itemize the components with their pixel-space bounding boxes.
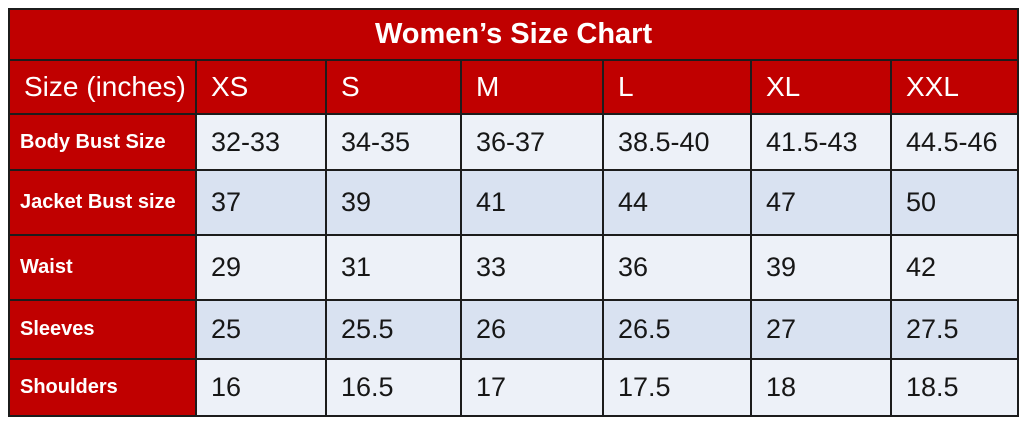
data-cell: 33: [460, 234, 604, 301]
data-cell: 41.5-43: [750, 113, 892, 171]
data-cell: 32-33: [195, 113, 327, 171]
table-row: Waist 29 31 33 36 39 42: [8, 234, 1020, 301]
data-cell: 26.5: [602, 299, 752, 360]
data-cell: 17: [460, 358, 604, 417]
data-cell: 27: [750, 299, 892, 360]
row-label-cell: Shoulders: [8, 358, 197, 417]
table-row: Jacket Bust size 37 39 41 44 47 50: [8, 169, 1020, 236]
data-cell: 27.5: [889, 299, 1020, 360]
table-row: Body Bust Size 32-33 34-35 36-37 38.5-40 41.5…: [8, 113, 1020, 171]
data-cell: 17.5: [602, 358, 752, 417]
size-chart-table: Women’s Size Chart Size (inches) XS S M L XL X…: [7, 8, 1020, 417]
chart-title: Women’s Size Chart: [7, 8, 1020, 61]
table-row: Sleeves 25 25.5 26 26.5 27 27.5: [8, 299, 1020, 360]
data-cell: 39: [750, 234, 892, 301]
row-label-cell: Sleeves: [8, 299, 197, 360]
data-cell: 18.5: [889, 358, 1020, 417]
data-cell: 34-35: [325, 113, 462, 171]
data-cell: 25: [195, 299, 327, 360]
data-cell: 44: [602, 169, 752, 236]
row-label-cell: Body Bust Size: [8, 113, 197, 171]
data-cell: 41: [460, 169, 604, 236]
data-cell: 38.5-40: [602, 113, 752, 171]
title-row: Women’s Size Chart: [7, 8, 1020, 61]
data-cell: 39: [325, 169, 462, 236]
column-header-cell: XS: [195, 59, 327, 115]
data-cell: 50: [889, 169, 1020, 236]
data-cell: 37: [195, 169, 327, 236]
row-label-cell: Jacket Bust size: [8, 169, 197, 236]
data-cell: 18: [750, 358, 892, 417]
data-cell: 16: [195, 358, 327, 417]
data-cell: 42: [889, 234, 1020, 301]
table-row: Shoulders 16 16.5 17 17.5 18 18.5: [8, 358, 1020, 417]
data-cell: 16.5: [325, 358, 462, 417]
column-header-cell: M: [460, 59, 604, 115]
data-cell: 29: [195, 234, 327, 301]
column-header-cell: XL: [750, 59, 892, 115]
data-cell: 31: [325, 234, 462, 301]
data-cell: 26: [460, 299, 604, 360]
data-cell: 36-37: [460, 113, 604, 171]
size-chart-body: Body Bust Size 32-33 34-35 36-37 38.5-40 41.5…: [8, 113, 1020, 417]
column-header-cell: L: [602, 59, 752, 115]
size-unit-header-cell: Size (inches): [8, 59, 197, 115]
column-header-cell: S: [325, 59, 462, 115]
data-cell: 44.5-46: [889, 113, 1020, 171]
column-header-cell: XXL: [889, 59, 1020, 115]
row-label-cell: Waist: [8, 234, 197, 301]
data-cell: 47: [750, 169, 892, 236]
data-cell: 36: [602, 234, 752, 301]
data-cell: 25.5: [325, 299, 462, 360]
column-header-row: Size (inches) XS S M L XL XXL: [8, 59, 1020, 115]
